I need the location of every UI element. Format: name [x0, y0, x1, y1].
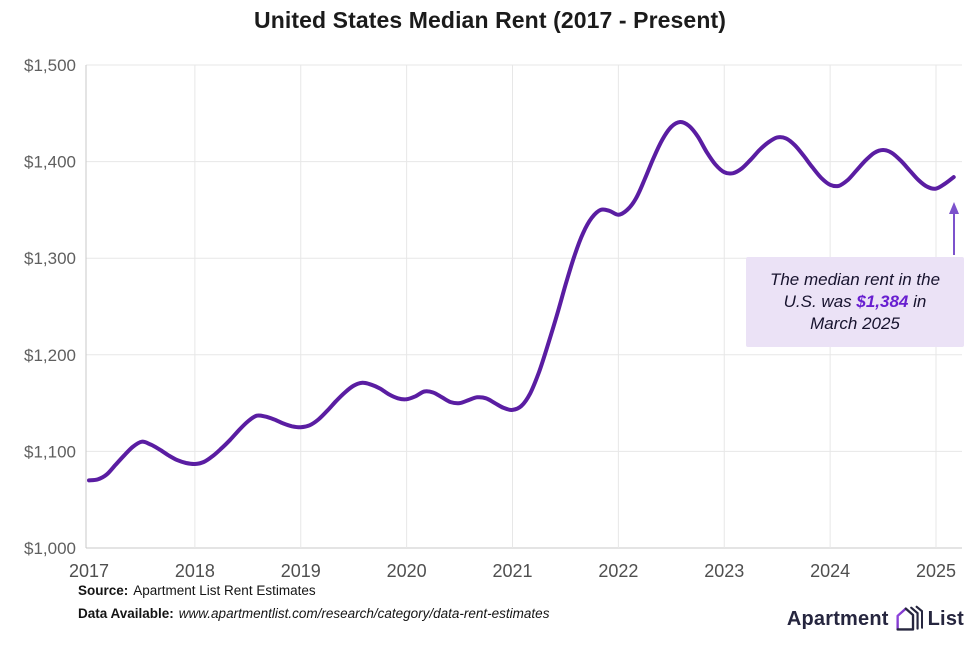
data-available-url: www.apartmentlist.com/research/category/…: [178, 605, 550, 621]
apartment-list-logo: Apartment List: [787, 604, 964, 635]
x-tick-label: 2019: [281, 561, 321, 581]
logo-word-apartment: Apartment: [786, 608, 889, 630]
y-tick-label: $1,000: [24, 539, 76, 558]
logo-word-list: List: [927, 608, 964, 630]
y-tick-label: $1,300: [24, 249, 76, 268]
chart-title: United States Median Rent (2017 - Presen…: [254, 7, 726, 33]
source-label: Source:: [78, 583, 129, 598]
median-rent-line: [87, 119, 956, 483]
x-tick-label: 2017: [69, 561, 109, 581]
x-tick-label: 2025: [916, 561, 956, 581]
y-tick-label: $1,100: [24, 442, 76, 461]
annotation-line1: The median rent in the: [769, 270, 941, 290]
x-tick-label: 2024: [810, 561, 850, 581]
source-text: Apartment List Rent Estimates: [133, 583, 316, 598]
x-tick-label: 2022: [598, 561, 638, 581]
x-tick-label: 2023: [704, 561, 744, 581]
apartment-list-logo-icon: [896, 605, 923, 631]
annotation-line2: U.S. was $1,384 in: [783, 292, 927, 312]
x-tick-label: 2020: [387, 561, 427, 581]
x-tick-label: 2018: [175, 561, 215, 581]
y-tick-label: $1,400: [24, 153, 76, 172]
y-tick-label: $1,200: [24, 346, 76, 365]
data-available-label: Data Available:: [78, 605, 174, 621]
annotation-callout: The median rent in the U.S. was $1,384 i…: [746, 257, 964, 347]
data-available-line: Data Available: www.apartmentlist.com/res…: [78, 603, 549, 626]
source-line: Source: Apartment List Rent Estimates: [78, 580, 549, 603]
annotation-arrow-icon: [949, 202, 959, 255]
chart-footer: Source: Apartment List Rent Estimates Dat…: [78, 580, 549, 625]
y-tick-label: $1,500: [24, 56, 76, 75]
annotation-rent-value: $1,384: [856, 292, 909, 312]
annotation-line3: March 2025: [810, 313, 900, 333]
x-tick-label: 2021: [492, 561, 532, 581]
